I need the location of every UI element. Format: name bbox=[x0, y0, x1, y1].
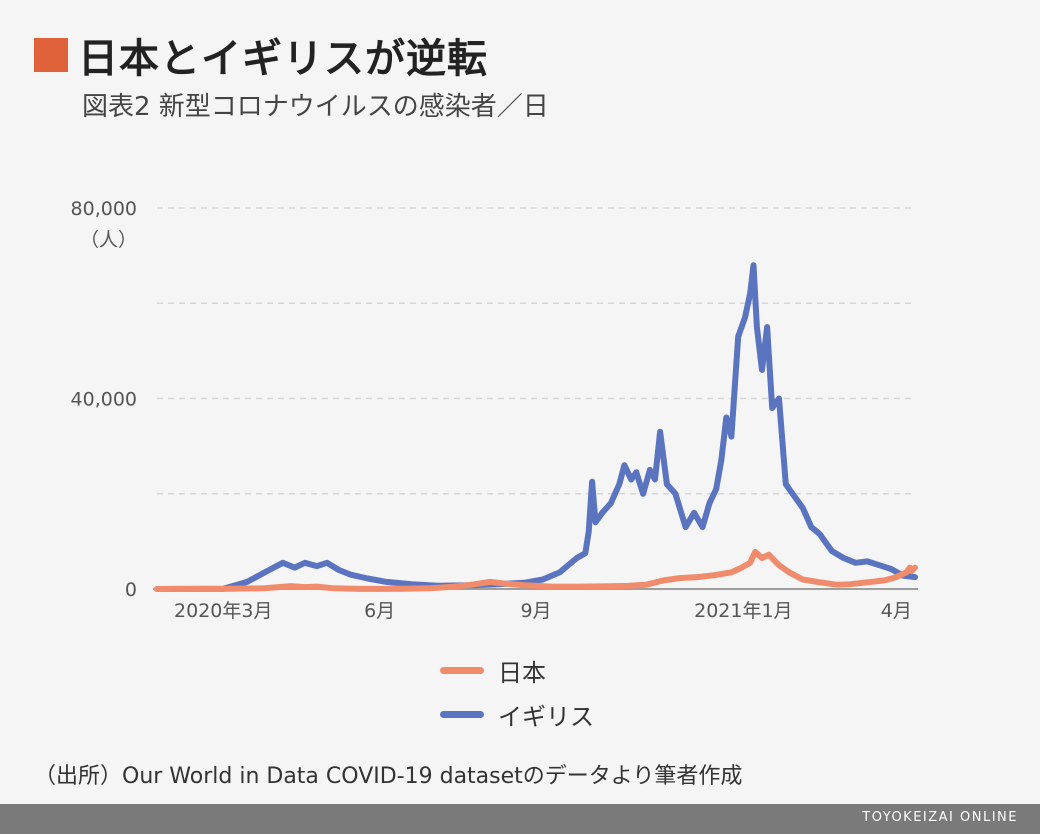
y-tick-label: 0 bbox=[125, 579, 137, 601]
series-line-uk bbox=[154, 262, 918, 592]
y-tick-label: 80,000 bbox=[71, 198, 137, 220]
legend-item-uk: イギリス bbox=[440, 692, 594, 736]
legend: 日本 イギリス bbox=[440, 648, 594, 736]
y-tick-label: 40,000 bbox=[71, 389, 137, 411]
legend-label-japan: 日本 bbox=[498, 658, 546, 687]
brand-name: TOYOKEIZAI ONLINE bbox=[862, 810, 1018, 825]
x-tick-label: 4月 bbox=[881, 600, 912, 622]
x-tick-label: 2020年3月 bbox=[174, 600, 272, 622]
legend-label-uk: イギリス bbox=[498, 702, 594, 731]
source-note: （出所）Our World in Data COVID-19 datasetのデ… bbox=[34, 764, 743, 789]
y-axis-ticks: 0 40,000 80,000 bbox=[71, 198, 137, 601]
chart-subtitle: 図表2 新型コロナウイルスの感染者／日 bbox=[82, 92, 549, 122]
x-tick-label: 9月 bbox=[520, 600, 551, 622]
y-axis-unit: （人） bbox=[80, 229, 137, 251]
x-tick-label: 2021年1月 bbox=[694, 600, 792, 622]
title-square-icon bbox=[34, 38, 68, 72]
footer-bar: TOYOKEIZAI ONLINE bbox=[0, 804, 1040, 834]
x-axis-ticks: 2020年3月 6月 9月 2021年1月 4月 bbox=[174, 600, 912, 622]
grid-lines bbox=[157, 207, 915, 495]
line-chart: 0 40,000 80,000 （人） 2020年3月 6月 9月 2021年1月 4月 bbox=[71, 198, 918, 622]
legend-swatch-japan bbox=[440, 666, 484, 674]
title-row: 日本とイギリスが逆転 bbox=[34, 30, 488, 82]
page-title: 日本とイギリスが逆転 bbox=[78, 36, 488, 82]
legend-swatch-uk bbox=[440, 710, 484, 718]
series-line-japan bbox=[154, 548, 918, 592]
legend-item-japan: 日本 bbox=[440, 648, 594, 692]
x-tick-label: 6月 bbox=[364, 600, 395, 622]
series-lines bbox=[154, 262, 918, 592]
